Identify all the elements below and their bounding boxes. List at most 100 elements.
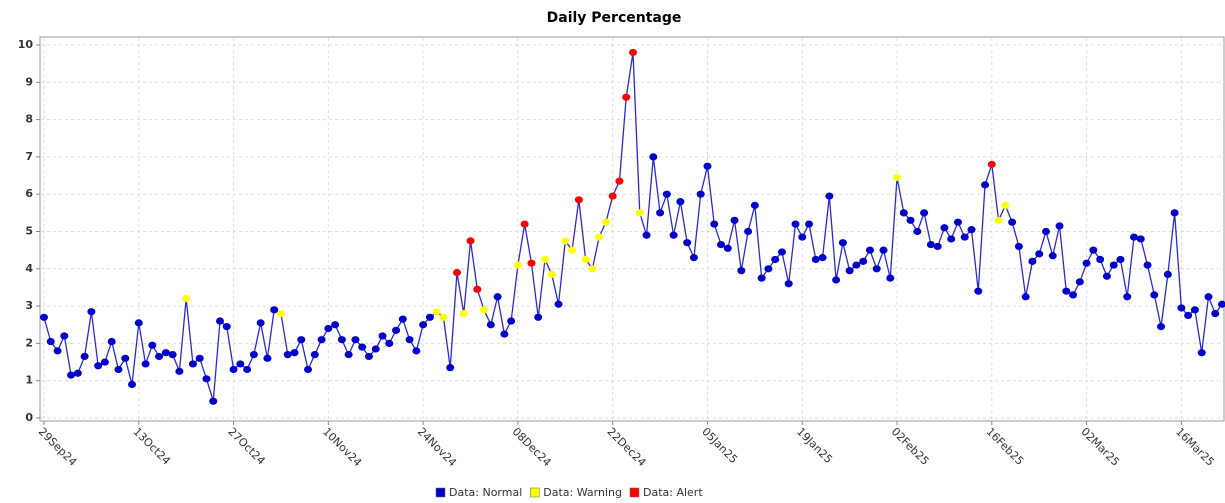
data-point [933, 242, 942, 251]
data-point [1170, 209, 1179, 217]
data-point [723, 244, 732, 252]
data-point [967, 226, 976, 234]
data-point [134, 319, 143, 327]
data-point [283, 350, 292, 359]
data-point [832, 276, 841, 284]
data-point [1197, 349, 1206, 357]
data-point [710, 220, 719, 228]
legend-label: Data: Alert [643, 486, 703, 499]
data-point [574, 196, 583, 204]
data-point [161, 349, 170, 357]
data-point [337, 336, 346, 344]
data-point [595, 233, 604, 241]
data-point [202, 375, 211, 383]
data-point [473, 285, 482, 293]
data-point [886, 274, 895, 282]
data-point [513, 261, 522, 269]
data-point [378, 332, 387, 340]
data-point [540, 255, 549, 264]
data-point [1075, 278, 1084, 286]
data-point [385, 339, 394, 347]
data-point [182, 295, 191, 303]
data-point [243, 365, 252, 374]
data-point [825, 192, 834, 200]
legend: Data: Normal Data: Warning Data: Alert [435, 486, 703, 499]
data-point [1062, 287, 1071, 295]
data-point [906, 216, 915, 224]
data-point [527, 259, 536, 267]
data-point [1048, 252, 1057, 260]
data-point [263, 354, 272, 362]
data-point [73, 369, 82, 377]
data-point [1129, 233, 1138, 241]
data-point [818, 254, 827, 262]
data-point [689, 254, 698, 262]
data-point [100, 358, 109, 366]
data-point [107, 337, 116, 346]
data-point [981, 181, 990, 189]
data-point [940, 224, 949, 232]
data-point [1184, 311, 1193, 320]
data-point [771, 255, 780, 264]
data-point [276, 309, 285, 318]
data-point [805, 220, 814, 228]
data-point [1069, 291, 1078, 299]
data-point [317, 336, 326, 344]
data-point [364, 352, 373, 361]
legend-swatch [629, 487, 640, 498]
data-point [703, 162, 712, 170]
data-point [216, 317, 225, 325]
data-point [270, 306, 279, 314]
data-point [1001, 201, 1010, 209]
data-point [811, 255, 820, 264]
data-point [331, 321, 340, 329]
data-point [175, 367, 184, 375]
data-point [838, 239, 847, 247]
data-point [1204, 293, 1213, 301]
data-point [798, 233, 807, 241]
data-point [568, 246, 577, 254]
data-point [1190, 306, 1199, 314]
data-point [229, 365, 238, 374]
legend-label: Data: Normal [449, 486, 522, 499]
data-point [114, 365, 123, 374]
y-tick-label: 1 [25, 374, 33, 387]
data-point [1143, 261, 1152, 269]
data-point [392, 326, 401, 334]
x-tick-label: 08Dec24 [510, 425, 554, 469]
data-point [1157, 323, 1166, 331]
data-point [46, 337, 55, 346]
legend-swatch [530, 487, 540, 498]
data-point [493, 293, 502, 301]
data-point [1136, 235, 1145, 243]
data-point [635, 209, 644, 217]
data-point [554, 300, 563, 308]
data-point [953, 218, 962, 226]
x-tick-label: 13Oct24 [131, 425, 173, 467]
x-tick-label: 16Mar25 [1173, 425, 1217, 469]
data-point [1055, 222, 1064, 230]
data-point [845, 267, 854, 275]
plot-layer [40, 48, 1225, 405]
data-point [53, 347, 62, 355]
data-point [128, 380, 137, 389]
data-point [1211, 309, 1220, 318]
x-tick-label: 05Jan25 [699, 425, 740, 466]
data-point [899, 209, 908, 217]
x-tick-label: 10Nov24 [320, 425, 364, 469]
data-point [40, 313, 48, 321]
y-tick-label: 6 [25, 187, 33, 200]
data-point [1035, 250, 1044, 258]
data-point [987, 160, 996, 168]
x-tick-label: 27Oct24 [225, 425, 267, 467]
data-point [466, 237, 475, 245]
data-point [452, 268, 461, 277]
data-point [1021, 293, 1030, 301]
data-point [249, 350, 258, 359]
y-tick-label: 9 [25, 75, 33, 88]
x-tick-label: 02Mar25 [1078, 425, 1122, 469]
data-point [419, 321, 428, 329]
data-point [561, 237, 570, 245]
data-point [730, 216, 739, 224]
x-tick-label: 19Jan25 [794, 425, 835, 466]
